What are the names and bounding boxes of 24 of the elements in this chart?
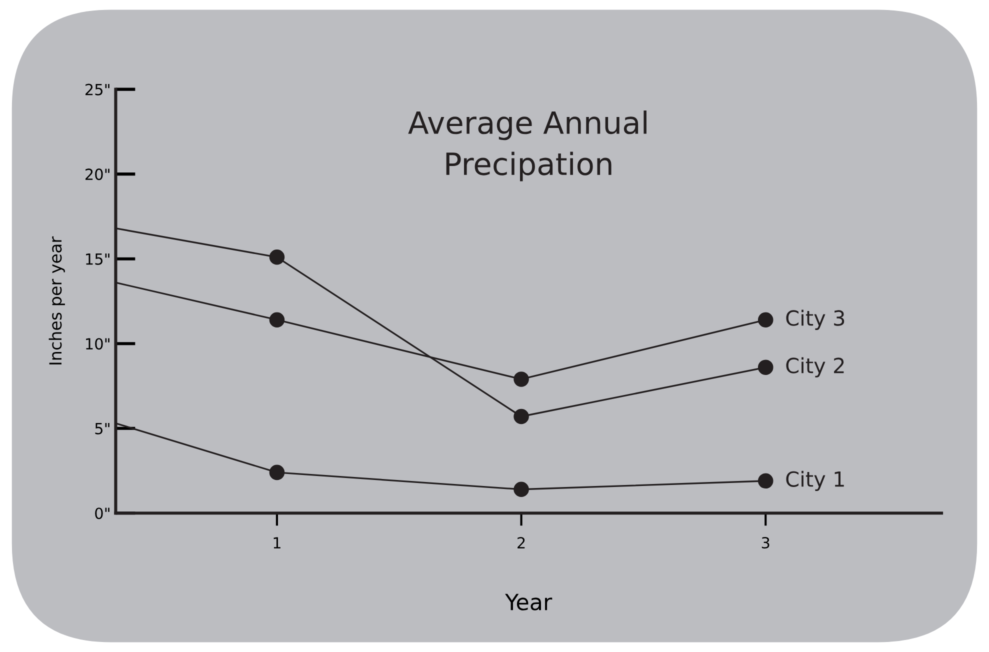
series-label: City 3 (786, 310, 844, 330)
point (514, 482, 529, 498)
point (514, 372, 529, 387)
y-tick-label: 20" (86, 168, 110, 180)
series-label: City 1 (786, 470, 844, 491)
x-tick-label: 1 (274, 537, 280, 548)
x-tick-label: 3 (762, 537, 770, 549)
text: Average Annual Precipation (408, 110, 646, 182)
point (758, 312, 774, 328)
point (269, 250, 285, 265)
y-axis-title: Inches per year (48, 236, 65, 364)
y-tick-label: 25" (86, 84, 110, 96)
point (269, 312, 285, 328)
y-tick-label: 15" (86, 254, 110, 265)
y-tick-label: 0" (95, 508, 110, 520)
point (269, 464, 285, 480)
x-axis-title: Year (505, 594, 552, 610)
point (514, 408, 529, 424)
point (758, 360, 774, 375)
y-tick-label: 5" (95, 423, 110, 434)
y-tick-label: 10" (86, 338, 110, 350)
series-label: City 2 (786, 357, 844, 378)
point (758, 473, 774, 489)
x-tick-label: 2 (518, 537, 525, 548)
